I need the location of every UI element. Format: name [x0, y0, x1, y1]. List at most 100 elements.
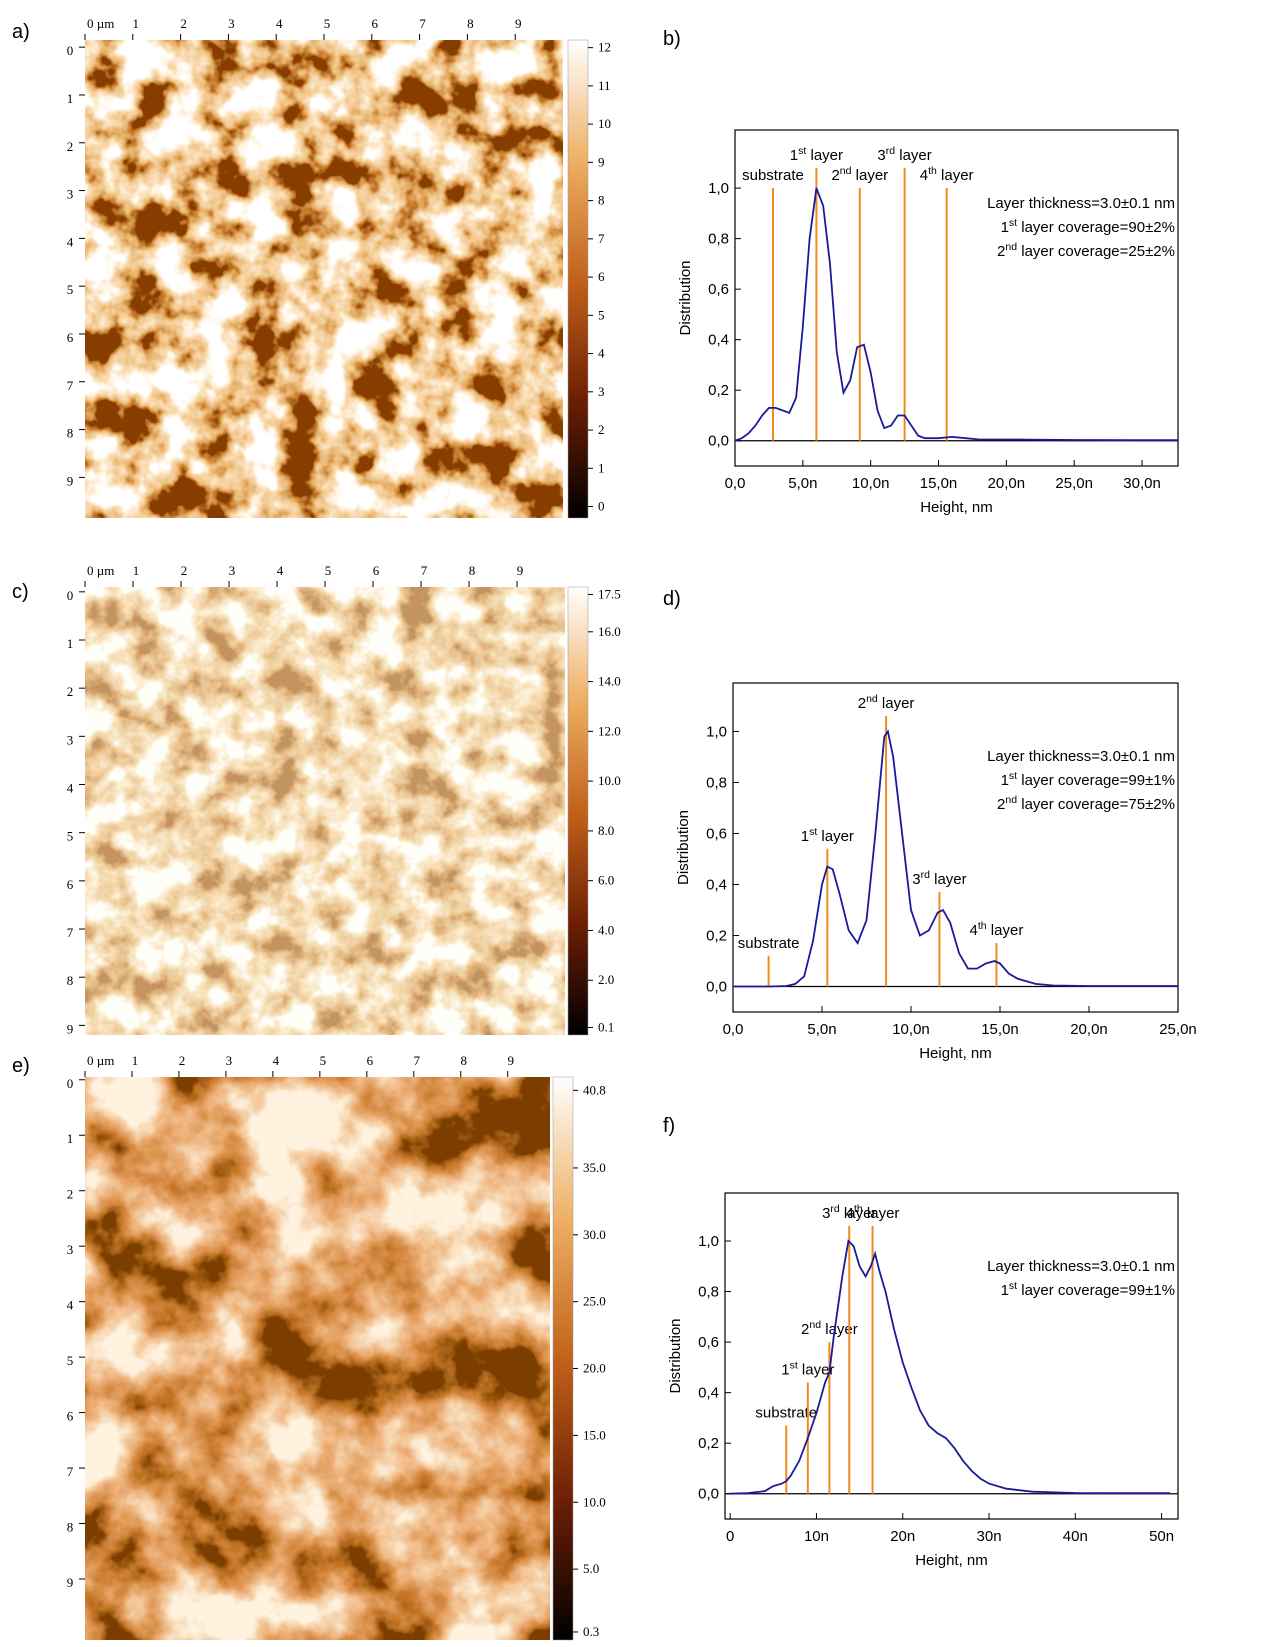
layer-label: 2nd layer [831, 165, 888, 184]
superscript: st [798, 145, 806, 157]
x-tick-label: 0,0 [725, 475, 746, 492]
text-run: layer coverage=90±2% [1017, 219, 1175, 236]
y-tick-label: 0 [67, 588, 74, 603]
y-tick-label: 7 [67, 378, 74, 393]
text-run: 2 [831, 167, 839, 184]
x-tick-label: 25,0n [1159, 1021, 1197, 1038]
colorbar-tick-label: 4 [598, 346, 605, 361]
y-tick-label: 0,2 [706, 927, 727, 944]
text-run: 1 [790, 147, 798, 164]
panel-label: e) [12, 1055, 30, 1077]
colorbar [567, 39, 589, 519]
panel-label: d) [663, 588, 681, 610]
superscript: st [1009, 217, 1017, 229]
x-tick-label: 10,0n [852, 475, 890, 492]
y-tick-label: 7 [67, 1464, 74, 1479]
x-tick-label: 0 [726, 1528, 734, 1545]
text-run: 1 [801, 828, 809, 845]
text-run: 2 [997, 796, 1005, 813]
y-tick-label: 6 [67, 1409, 74, 1424]
layer-label: 4th layer [970, 920, 1024, 939]
x-axis-label: Height, nm [915, 1552, 988, 1569]
layer-label: 2nd layer [858, 693, 915, 712]
x-tick-label: 3 [228, 16, 235, 31]
afm-image [85, 40, 563, 518]
y-tick-label: 7 [67, 925, 74, 940]
layer-label: 1st layer [781, 1360, 834, 1379]
y-tick-label: 0,0 [698, 1486, 719, 1503]
y-tick-label: 0,2 [708, 382, 729, 399]
colorbar-tick-label: 8.0 [598, 823, 614, 838]
layer-label: 4th layer [920, 165, 974, 184]
plot-frame [732, 682, 1179, 1013]
colorbar-tick-label: 5.0 [583, 1561, 599, 1576]
x-tick-label: 4 [276, 16, 283, 31]
text-run: 4 [846, 1205, 854, 1222]
x-tick-label: 9 [507, 1053, 514, 1068]
text-run: layer [987, 922, 1024, 939]
y-tick-label: 0,0 [706, 978, 727, 995]
text-run: substrate [755, 1404, 817, 1421]
y-tick-label: 4 [67, 234, 74, 249]
y-tick-label: 0,4 [698, 1385, 719, 1402]
x-tick-label: 9 [515, 16, 522, 31]
layer-label: 1st layer [801, 826, 854, 845]
text-run: layer [840, 1205, 877, 1222]
x-tick-label: 6 [367, 1053, 374, 1068]
y-axis-label: Distribution [675, 810, 692, 885]
y-tick-label: 3 [67, 1242, 74, 1257]
y-tick-label: 4 [67, 781, 74, 796]
layer-label: 3rd layer [877, 145, 931, 164]
y-tick-label: 0,6 [698, 1334, 719, 1351]
text-run: 1 [781, 1362, 789, 1379]
colorbar-tick-label: 2 [598, 422, 605, 437]
x-axis-label: Height, nm [919, 1045, 992, 1062]
x-tick-label: 10,0n [892, 1021, 930, 1038]
note: 1st layer coverage=99±1% [1001, 1280, 1175, 1299]
text-run: 3 [877, 147, 885, 164]
text-run: layer [878, 695, 915, 712]
colorbar-tick-label: 25.0 [583, 1294, 606, 1309]
text-run: Layer thickness=3.0±0.1 nm [987, 748, 1175, 765]
text-run: layer coverage=99±1% [1017, 772, 1175, 789]
superscript: rd [886, 145, 895, 157]
x-tick-label: 15,0n [920, 475, 958, 492]
x-tick-label: 8 [467, 16, 474, 31]
x-tick-label: 6 [372, 16, 379, 31]
text-run: substrate [742, 167, 804, 184]
colorbar-tick-label: 8 [598, 193, 605, 208]
x-tick-label: 40n [1063, 1528, 1088, 1545]
text-run: 1 [1001, 219, 1009, 236]
note: 1st layer coverage=90±2% [1001, 217, 1175, 236]
y-axis-label: Distribution [677, 260, 694, 335]
y-tick-label: 5 [67, 282, 74, 297]
y-tick-label: 8 [67, 426, 74, 441]
superscript: st [1009, 1280, 1017, 1292]
layer-label: substrate [755, 1404, 817, 1421]
note: Layer thickness=3.0±0.1 nm [987, 748, 1175, 765]
x-tick-label: 2 [179, 1053, 186, 1068]
note: Layer thickness=3.0±0.1 nm [987, 1258, 1175, 1275]
superscript: nd [1005, 241, 1017, 253]
superscript: th [928, 165, 937, 177]
superscript: st [809, 826, 817, 838]
x-tick-label: 20n [890, 1528, 915, 1545]
colorbar-tick-label: 14.0 [598, 674, 621, 689]
text-run: 2 [858, 695, 866, 712]
y-tick-label: 3 [67, 732, 74, 747]
text-run: layer [895, 147, 932, 164]
x-tick-label: 25,0n [1055, 475, 1093, 492]
x-tick-label: 5,0n [807, 1021, 836, 1038]
y-tick-label: 5 [67, 829, 74, 844]
colorbar-tick-label: 7 [598, 231, 605, 246]
superscript: th [854, 1203, 863, 1215]
superscript: nd [840, 165, 852, 177]
y-tick-label: 0,8 [698, 1284, 719, 1301]
x-tick-label: 5 [325, 563, 332, 578]
text-run: Layer thickness=3.0±0.1 nm [987, 1258, 1175, 1275]
colorbar-tick-label: 10.0 [598, 773, 621, 788]
colorbar-tick-label: 40.8 [583, 1082, 606, 1097]
colorbar-tick-label: 0 [598, 499, 605, 514]
text-run: 2 [997, 243, 1005, 260]
